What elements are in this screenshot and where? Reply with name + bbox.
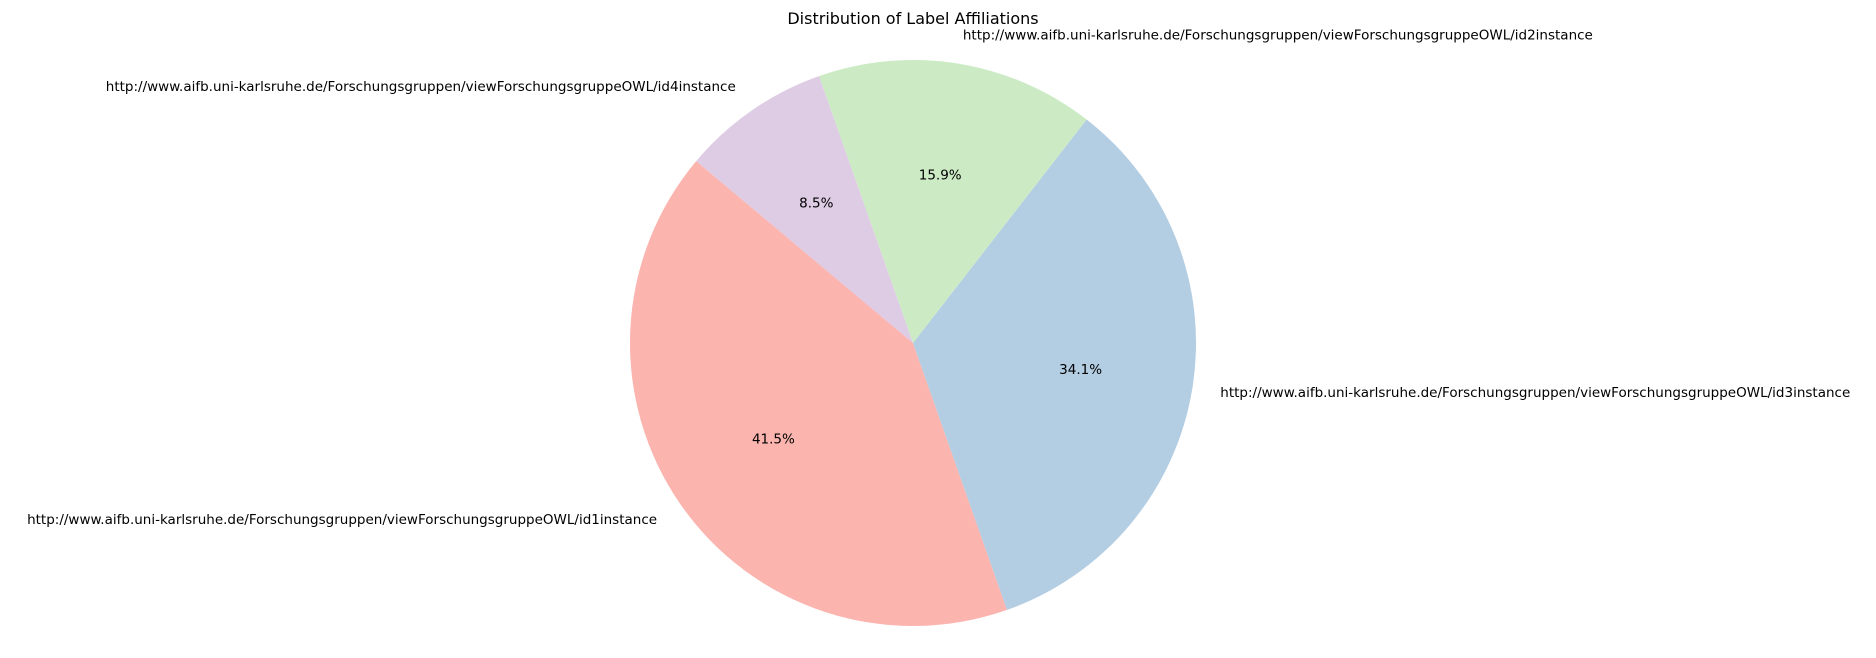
pie-percent-labels: 41.5% 34.1% 15.9% 8.5% — [752, 167, 1102, 447]
pie-slice — [696, 76, 913, 343]
chart-title: Distribution of Label Affiliations — [787, 9, 1038, 28]
pie-slice-labels: http://www.aifb.uni-karlsruhe.de/Forschu… — [27, 28, 1850, 528]
pie-slice-label: http://www.aifb.uni-karlsruhe.de/Forschu… — [963, 28, 1593, 44]
pie-slice-label: http://www.aifb.uni-karlsruhe.de/Forschu… — [27, 512, 657, 528]
pie-slice-label: http://www.aifb.uni-karlsruhe.de/Forschu… — [1220, 385, 1850, 401]
pie-slices — [630, 59, 1197, 626]
pie-percent-label: 34.1% — [1059, 362, 1102, 378]
pie-percent-label: 8.5% — [799, 195, 833, 211]
pie-percent-label: 15.9% — [919, 167, 962, 183]
pie-slice — [818, 59, 1087, 343]
pie-slice — [630, 161, 1008, 626]
pie-slice — [913, 119, 1197, 610]
pie-slice-label: http://www.aifb.uni-karlsruhe.de/Forschu… — [106, 79, 736, 95]
pie-percent-label: 41.5% — [752, 432, 795, 448]
